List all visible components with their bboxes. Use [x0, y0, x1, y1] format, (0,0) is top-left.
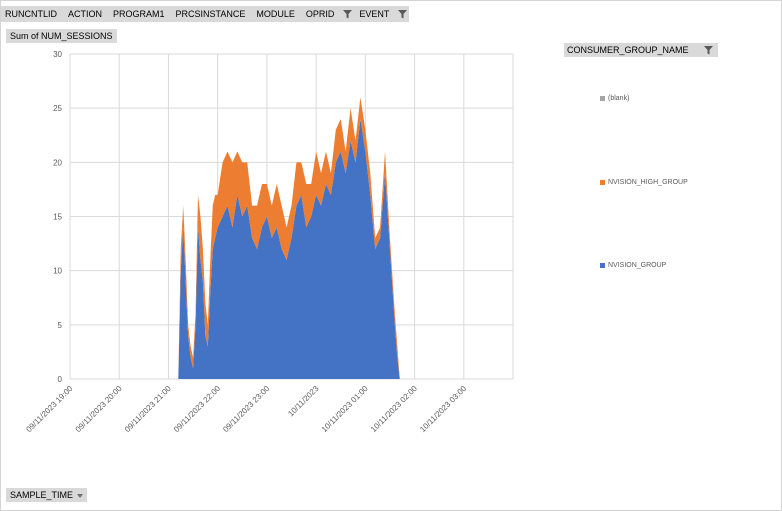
y-tick-label: 30	[53, 50, 62, 59]
legend-label: NVISION_HIGH_GROUP	[608, 179, 688, 186]
legend-label: NVISION_GROUP	[608, 262, 667, 269]
y-tick-label: 0	[58, 375, 63, 384]
legend-item[interactable]: (blank)	[600, 95, 629, 102]
filter-field-bar: RUNCNTLID ACTION PROGRAM1 PRCSINSTANCE M…	[1, 6, 410, 22]
legend-field-label: CONSUMER_GROUP_NAME	[567, 45, 689, 55]
field-button-oprid[interactable]: OPRID	[301, 6, 341, 22]
x-tick-label: 10/11/2023 02:00	[369, 384, 419, 434]
legend-label: (blank)	[608, 95, 630, 102]
dropdown-arrow-icon[interactable]	[77, 493, 84, 498]
legend-swatch	[600, 263, 605, 268]
x-tick-label: 09/11/2023 19:00	[24, 384, 74, 434]
x-tick-label: 10/11/2023 03:00	[418, 384, 468, 434]
axis-field-label: SAMPLE_TIME	[10, 490, 74, 500]
x-tick-label: 09/11/2023 20:00	[74, 384, 124, 434]
legend-swatch	[600, 96, 605, 101]
legend-field-button[interactable]: CONSUMER_GROUP_NAME	[564, 43, 718, 57]
legend-item[interactable]: NVISION_HIGH_GROUP	[600, 179, 688, 186]
field-button-runcntlid[interactable]: RUNCNTLID	[1, 6, 64, 22]
y-tick-label: 20	[53, 158, 62, 167]
x-tick-label: 09/11/2023 22:00	[172, 384, 222, 434]
series-area-nvision-high-group	[178, 97, 400, 379]
legend-item[interactable]: NVISION_GROUP	[600, 262, 666, 269]
values-field-button[interactable]: Sum of NUM_SESSIONS	[6, 29, 117, 43]
filter-funnel-icon[interactable]	[342, 6, 352, 22]
filter-funnel-icon[interactable]	[703, 42, 713, 58]
axis-field-button[interactable]: SAMPLE_TIME	[6, 488, 88, 502]
field-button-module[interactable]: MODULE	[251, 6, 301, 22]
x-tick-label: 09/11/2023 21:00	[123, 384, 173, 434]
field-button-action[interactable]: ACTION	[63, 6, 109, 22]
field-button-prcsinstance[interactable]: PRCSINSTANCE	[171, 6, 252, 22]
legend-swatch	[600, 180, 605, 185]
field-button-event[interactable]: EVENT	[354, 6, 396, 22]
x-tick-label: 10/11/2023	[286, 384, 321, 419]
field-button-program1[interactable]: PROGRAM1	[108, 6, 171, 22]
y-tick-label: 15	[53, 213, 62, 222]
y-tick-label: 25	[53, 104, 62, 113]
filter-funnel-icon[interactable]	[397, 6, 407, 22]
y-tick-label: 5	[58, 321, 63, 330]
x-tick-label: 09/11/2023 23:00	[221, 384, 271, 434]
series-area-nvision-group	[178, 119, 400, 379]
y-tick-label: 10	[53, 267, 62, 276]
x-tick-label: 10/11/2023 01:00	[320, 384, 370, 434]
